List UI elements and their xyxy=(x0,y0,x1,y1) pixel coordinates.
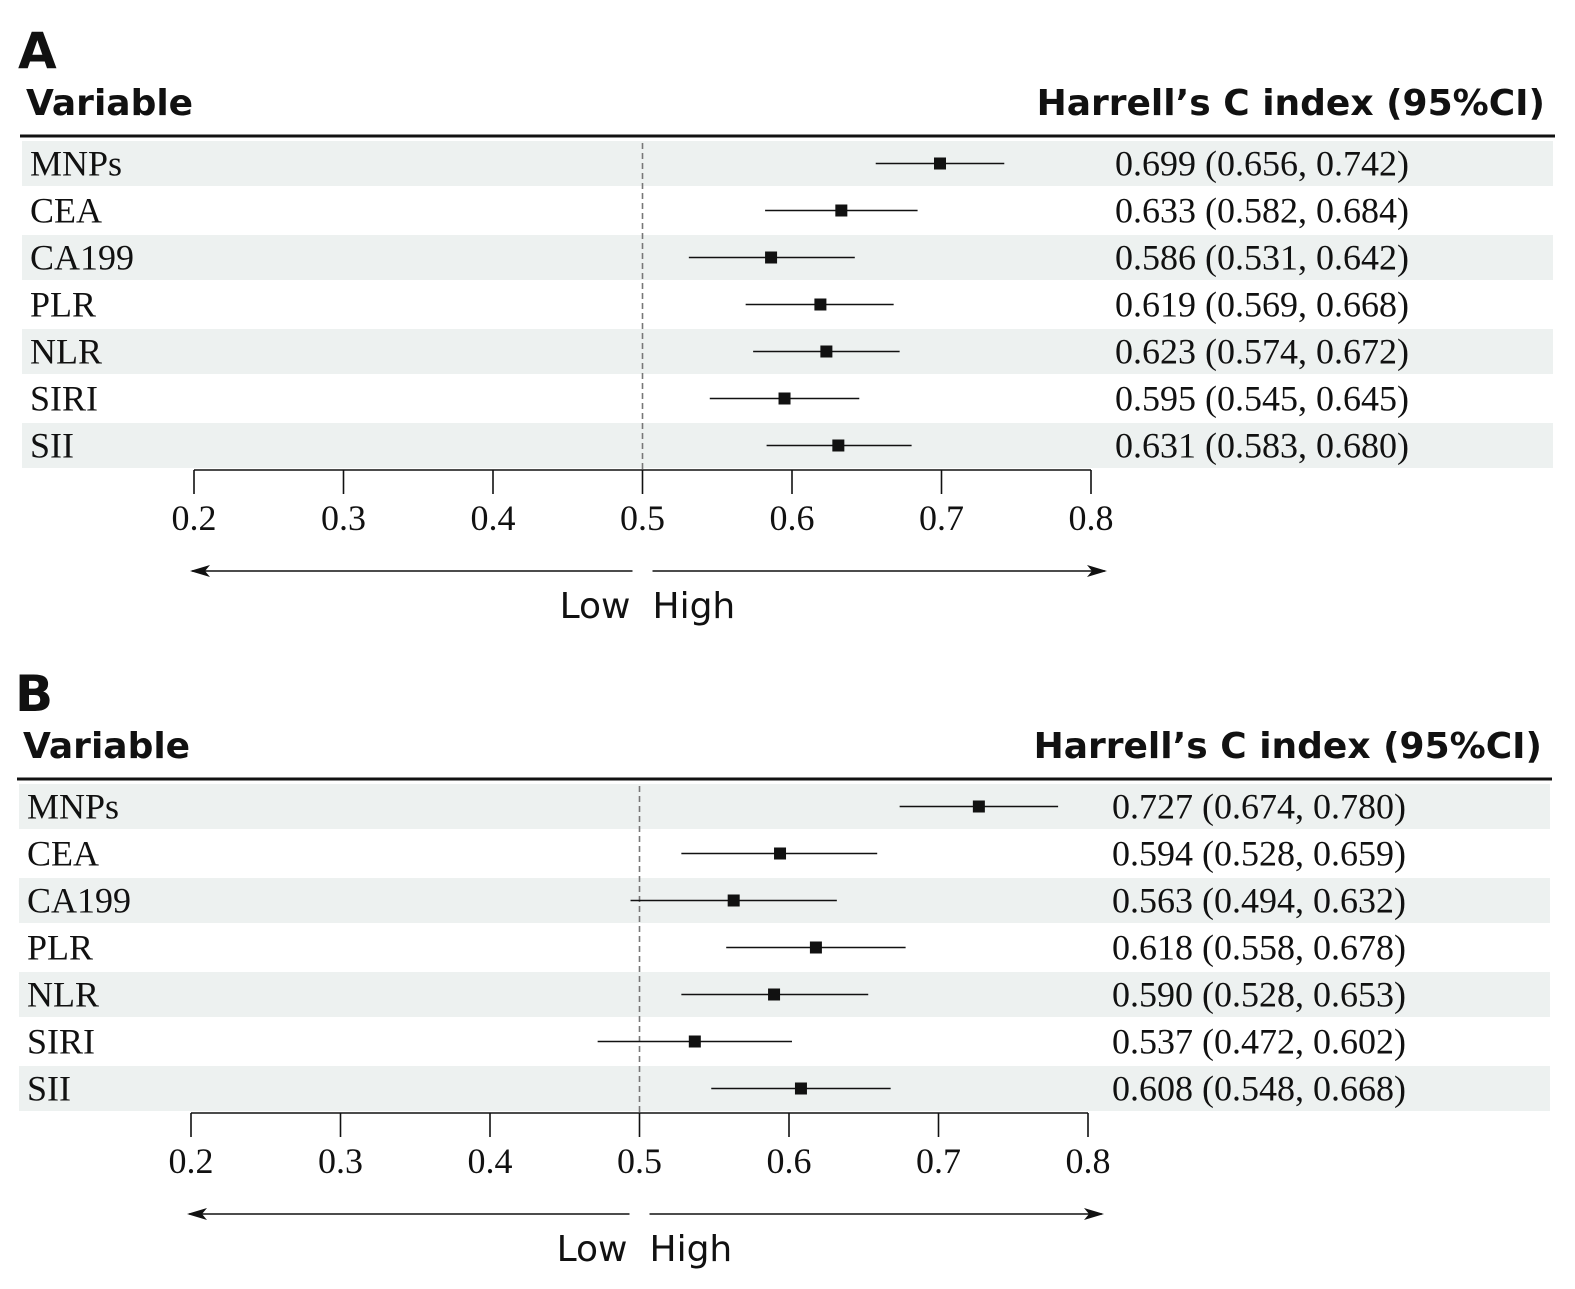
point-estimate-ca199 xyxy=(727,894,740,907)
low-label: Low xyxy=(560,586,631,627)
row-label-ca199: CA199 xyxy=(27,881,131,921)
low-label: Low xyxy=(557,1229,628,1270)
point-estimate-plr xyxy=(809,941,822,954)
point-estimate-plr xyxy=(814,298,827,311)
ci-text-ca199: 0.563 (0.494, 0.632) xyxy=(1112,881,1406,921)
row-label-cea: CEA xyxy=(30,191,102,231)
ci-text-plr: 0.618 (0.558, 0.678) xyxy=(1112,928,1406,968)
panel-letter: B xyxy=(15,665,53,723)
point-estimate-sii xyxy=(832,439,845,452)
point-estimate-siri xyxy=(778,392,791,405)
row-label-mnps: MNPs xyxy=(27,787,119,827)
x-tick-label: 0.2 xyxy=(169,1141,214,1181)
ci-text-siri: 0.537 (0.472, 0.602) xyxy=(1112,1022,1406,1062)
x-tick-label: 0.4 xyxy=(471,498,516,538)
ci-text-mnps: 0.727 (0.674, 0.780) xyxy=(1112,787,1406,827)
point-estimate-nlr xyxy=(820,345,833,358)
row-label-sii: SII xyxy=(30,426,74,466)
variable-header: Variable xyxy=(23,726,190,767)
x-tick-label: 0.7 xyxy=(916,1141,961,1181)
point-estimate-siri xyxy=(688,1035,701,1048)
high-label: High xyxy=(653,586,736,627)
ci-text-sii: 0.608 (0.548, 0.668) xyxy=(1112,1069,1406,1109)
x-tick-label: 0.5 xyxy=(620,498,665,538)
ci-text-nlr: 0.590 (0.528, 0.653) xyxy=(1112,975,1406,1015)
row-label-cea: CEA xyxy=(27,834,99,874)
point-estimate-mnps xyxy=(972,800,985,813)
x-tick-label: 0.5 xyxy=(617,1141,662,1181)
row-label-nlr: NLR xyxy=(27,975,99,1015)
row-label-mnps: MNPs xyxy=(30,144,122,184)
row-label-siri: SIRI xyxy=(30,379,98,419)
x-tick-label: 0.3 xyxy=(321,498,366,538)
ci-text-ca199: 0.586 (0.531, 0.642) xyxy=(1115,238,1409,278)
ci-text-cea: 0.633 (0.582, 0.684) xyxy=(1115,191,1409,231)
ci-text-mnps: 0.699 (0.656, 0.742) xyxy=(1115,144,1409,184)
ci-text-cea: 0.594 (0.528, 0.659) xyxy=(1112,834,1406,874)
point-estimate-mnps xyxy=(934,157,947,170)
point-estimate-cea xyxy=(835,204,848,217)
row-label-ca199: CA199 xyxy=(30,238,134,278)
ci-text-siri: 0.595 (0.545, 0.645) xyxy=(1115,379,1409,419)
x-tick-label: 0.3 xyxy=(318,1141,363,1181)
point-estimate-cea xyxy=(774,847,787,860)
row-label-plr: PLR xyxy=(30,285,96,325)
x-tick-label: 0.6 xyxy=(767,1141,812,1181)
row-label-sii: SII xyxy=(27,1069,71,1109)
row-label-plr: PLR xyxy=(27,928,93,968)
row-label-nlr: NLR xyxy=(30,332,102,372)
ci-text-nlr: 0.623 (0.574, 0.672) xyxy=(1115,332,1409,372)
c-index-header: Harrell’s C index (95%CI) xyxy=(1037,83,1545,124)
row-label-siri: SIRI xyxy=(27,1022,95,1062)
point-estimate-nlr xyxy=(768,988,781,1001)
high-label: High xyxy=(650,1229,733,1270)
x-tick-label: 0.6 xyxy=(770,498,815,538)
ci-text-sii: 0.631 (0.583, 0.680) xyxy=(1115,426,1409,466)
x-tick-label: 0.4 xyxy=(468,1141,513,1181)
x-tick-label: 0.2 xyxy=(172,498,217,538)
point-estimate-sii xyxy=(794,1082,807,1095)
x-tick-label: 0.8 xyxy=(1069,498,1114,538)
point-estimate-ca199 xyxy=(765,251,778,264)
panel-letter: A xyxy=(18,22,57,80)
ci-text-plr: 0.619 (0.569, 0.668) xyxy=(1115,285,1409,325)
x-tick-label: 0.8 xyxy=(1066,1141,1111,1181)
variable-header: Variable xyxy=(26,83,193,124)
row-stripe xyxy=(22,141,1553,186)
c-index-header: Harrell’s C index (95%CI) xyxy=(1034,726,1542,767)
row-stripe xyxy=(19,784,1550,829)
x-tick-label: 0.7 xyxy=(919,498,964,538)
